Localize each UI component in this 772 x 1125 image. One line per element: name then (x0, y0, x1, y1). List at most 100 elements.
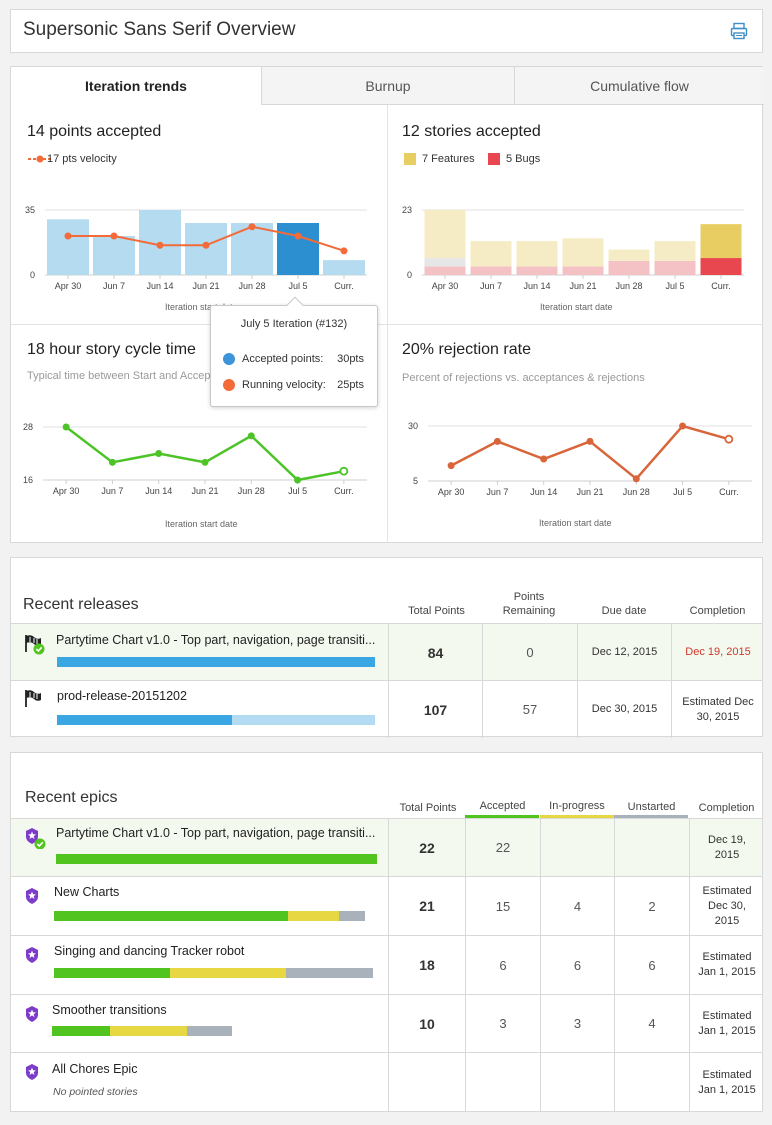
velocity-legend-label: 17 pts velocity (47, 153, 117, 165)
bugs-stack-segment (608, 260, 650, 275)
releases-col-remaining: Points Remaining (502, 591, 556, 617)
y-tick-label: 16 (23, 475, 33, 485)
tooltip-velocity-value: 25pts (337, 379, 364, 391)
velocity-point (110, 232, 118, 240)
panel-divider-horizontal (11, 324, 763, 325)
x-tick-label: Jun 7 (101, 486, 123, 496)
epic-name[interactable]: All Chores Epic (52, 1062, 138, 1076)
accepted-points-dot (223, 353, 235, 365)
epic-name[interactable]: Partytime Chart v1.0 - Top part, navigat… (56, 826, 376, 840)
epic-name[interactable]: New Charts (54, 885, 120, 899)
epic-inprogress-points (540, 1053, 614, 1112)
epics-col-completion: Completion (698, 802, 755, 814)
inprogress-underline (540, 815, 614, 818)
epic-name[interactable]: Smoother transitions (52, 1003, 167, 1017)
release-completion-estimate: Estimated Dec 30, 2015 (671, 681, 764, 738)
epic-inprogress-points (540, 819, 614, 876)
tooltip-title: July 5 Iteration (#132) (240, 318, 348, 330)
y-tick-label: 23 (402, 205, 412, 215)
release-total-points: 107 (388, 681, 482, 738)
epic-row[interactable]: Singing and dancing Tracker robot 18 6 6 6 Es… (11, 935, 762, 994)
series-point (493, 437, 501, 445)
epic-unstarted-points: 6 (614, 936, 689, 994)
x-tick-label: Jul 5 (673, 487, 692, 497)
release-name[interactable]: prod-release-20151202 (57, 689, 187, 703)
x-tick-label: Jun 7 (480, 281, 502, 291)
epic-unstarted-points (614, 819, 689, 876)
release-points-remaining: 57 (482, 681, 577, 738)
release-row[interactable]: prod-release-20151202 107 57 Dec 30, 201… (11, 680, 762, 738)
epic-unstarted-points: 4 (614, 995, 689, 1052)
velocity-point (156, 241, 164, 249)
y-tick-label: 28 (23, 422, 33, 432)
x-tick-label: Apr 30 (438, 487, 465, 497)
bugs-stack-segment (516, 266, 558, 275)
epic-badge-icon (26, 1064, 38, 1080)
x-tick-label: Jun 21 (191, 486, 218, 496)
epic-accepted-points (465, 1053, 540, 1112)
epic-accepted-segment (54, 911, 288, 921)
iteration-tooltip: July 5 Iteration (#132) Accepted points:… (210, 296, 378, 407)
x-tick-label: Jul 5 (288, 281, 307, 291)
series-point (294, 476, 302, 484)
series-point (201, 458, 209, 466)
epic-completion: Dec 19, 2015 (689, 819, 764, 876)
epic-inprogress-segment (170, 968, 286, 978)
series-point (679, 422, 687, 430)
rejection-chart-xlabel: Iteration start date (539, 518, 612, 528)
charts-panel: Iteration trends Burnup Cumulative flow … (10, 66, 764, 543)
accepted-underline (465, 815, 539, 818)
release-row[interactable]: Partytime Chart v1.0 - Top part, navigat… (11, 623, 762, 681)
series-point (632, 475, 640, 483)
x-tick-label: Jul 5 (288, 486, 307, 496)
bugs-legend-swatch (488, 153, 500, 165)
accepted-points-bar (277, 223, 319, 275)
tab-burnup[interactable]: Burnup (261, 67, 514, 105)
epic-row[interactable]: Partytime Chart v1.0 - Top part, navigat… (11, 818, 762, 876)
chores-stack-segment (424, 258, 466, 267)
recent-epics-title: Recent epics (25, 789, 118, 806)
x-tick-label: Curr. (334, 281, 354, 291)
release-flag-check-icon (25, 635, 45, 655)
cycle-time-subtitle: Typical time between Start and Accept (27, 370, 214, 382)
epic-completion: Estimated Jan 1, 2015 (689, 1053, 764, 1112)
velocity-point (202, 241, 210, 249)
cycle-time-title: 18 hour story cycle time (27, 341, 196, 358)
x-tick-label: Jun 14 (523, 281, 550, 291)
x-tick-label: Jun 7 (486, 487, 508, 497)
bugs-stack-segment (654, 260, 696, 275)
epic-hint: No pointed stories (53, 1086, 138, 1098)
epic-badge-check-icon (26, 828, 46, 849)
release-progress-fill (57, 715, 232, 725)
epic-completion: Estimated Jan 1, 2015 (689, 936, 764, 994)
epic-row[interactable]: Smoother transitions 10 3 3 4 Estimated Jan 1… (11, 994, 762, 1052)
tab-iteration-trends[interactable]: Iteration trends (11, 67, 261, 105)
release-due-date: Dec 12, 2015 (577, 624, 671, 681)
epics-col-total: Total Points (399, 802, 457, 814)
epic-row[interactable]: All Chores Epic No pointed stories Estimat… (11, 1052, 762, 1112)
printer-icon[interactable] (730, 22, 748, 40)
epic-total-points: 22 (388, 819, 465, 876)
epics-col-inprogress: In-progress (549, 800, 605, 812)
features-stack-segment (700, 224, 742, 259)
epic-completion: Estimated Jan 1, 2015 (689, 995, 764, 1052)
y-tick-label: 0 (407, 270, 412, 280)
accepted-points-bar (323, 260, 365, 275)
y-tick-label: 5 (413, 476, 418, 486)
x-tick-label: Jun 28 (623, 487, 650, 497)
unstarted-underline (614, 815, 688, 818)
series-line (65, 426, 345, 482)
epic-badge-icon (26, 1006, 38, 1022)
x-tick-label: Apr 30 (55, 281, 82, 291)
epic-completion: Estimated Dec 30, 2015 (689, 877, 764, 935)
tab-cumulative-flow[interactable]: Cumulative flow (514, 67, 764, 105)
series-point (247, 432, 255, 440)
series-point (447, 462, 455, 470)
epic-name[interactable]: Singing and dancing Tracker robot (54, 944, 245, 958)
epic-row[interactable]: New Charts 21 15 4 2 Estimated Dec 30, 2015 (11, 876, 762, 935)
series-point (108, 458, 116, 466)
x-tick-label: Jun 28 (615, 281, 642, 291)
bugs-stack-segment (424, 266, 466, 275)
x-tick-label: Jun 14 (145, 486, 172, 496)
release-name[interactable]: Partytime Chart v1.0 - Top part, navigat… (56, 633, 376, 647)
